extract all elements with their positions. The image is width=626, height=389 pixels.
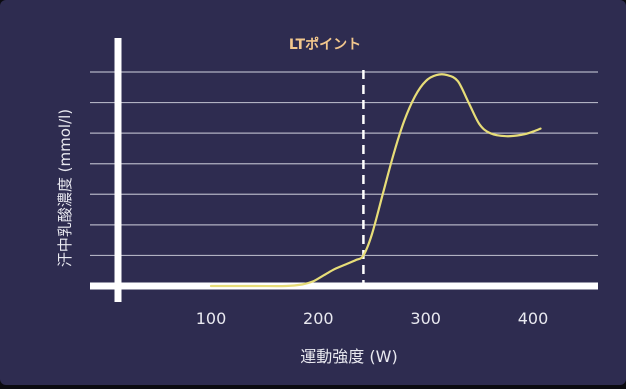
series-layer bbox=[209, 73, 542, 288]
axes bbox=[90, 38, 598, 302]
lactate-curve bbox=[209, 73, 542, 288]
x-tick-labels: 100 200 300 400 bbox=[196, 309, 549, 328]
gridlines bbox=[90, 71, 598, 257]
x-axis-title: 運動強度 (W) bbox=[300, 347, 397, 366]
x-tick-label: 300 bbox=[410, 309, 441, 328]
y-axis-title: 汗中乳酸濃度 (mmol/l) bbox=[56, 109, 74, 267]
x-tick-label: 400 bbox=[518, 309, 549, 328]
x-tick-label: 200 bbox=[303, 309, 334, 328]
x-tick-label: 100 bbox=[196, 309, 227, 328]
lt-point-label: LTポイント bbox=[289, 36, 361, 53]
